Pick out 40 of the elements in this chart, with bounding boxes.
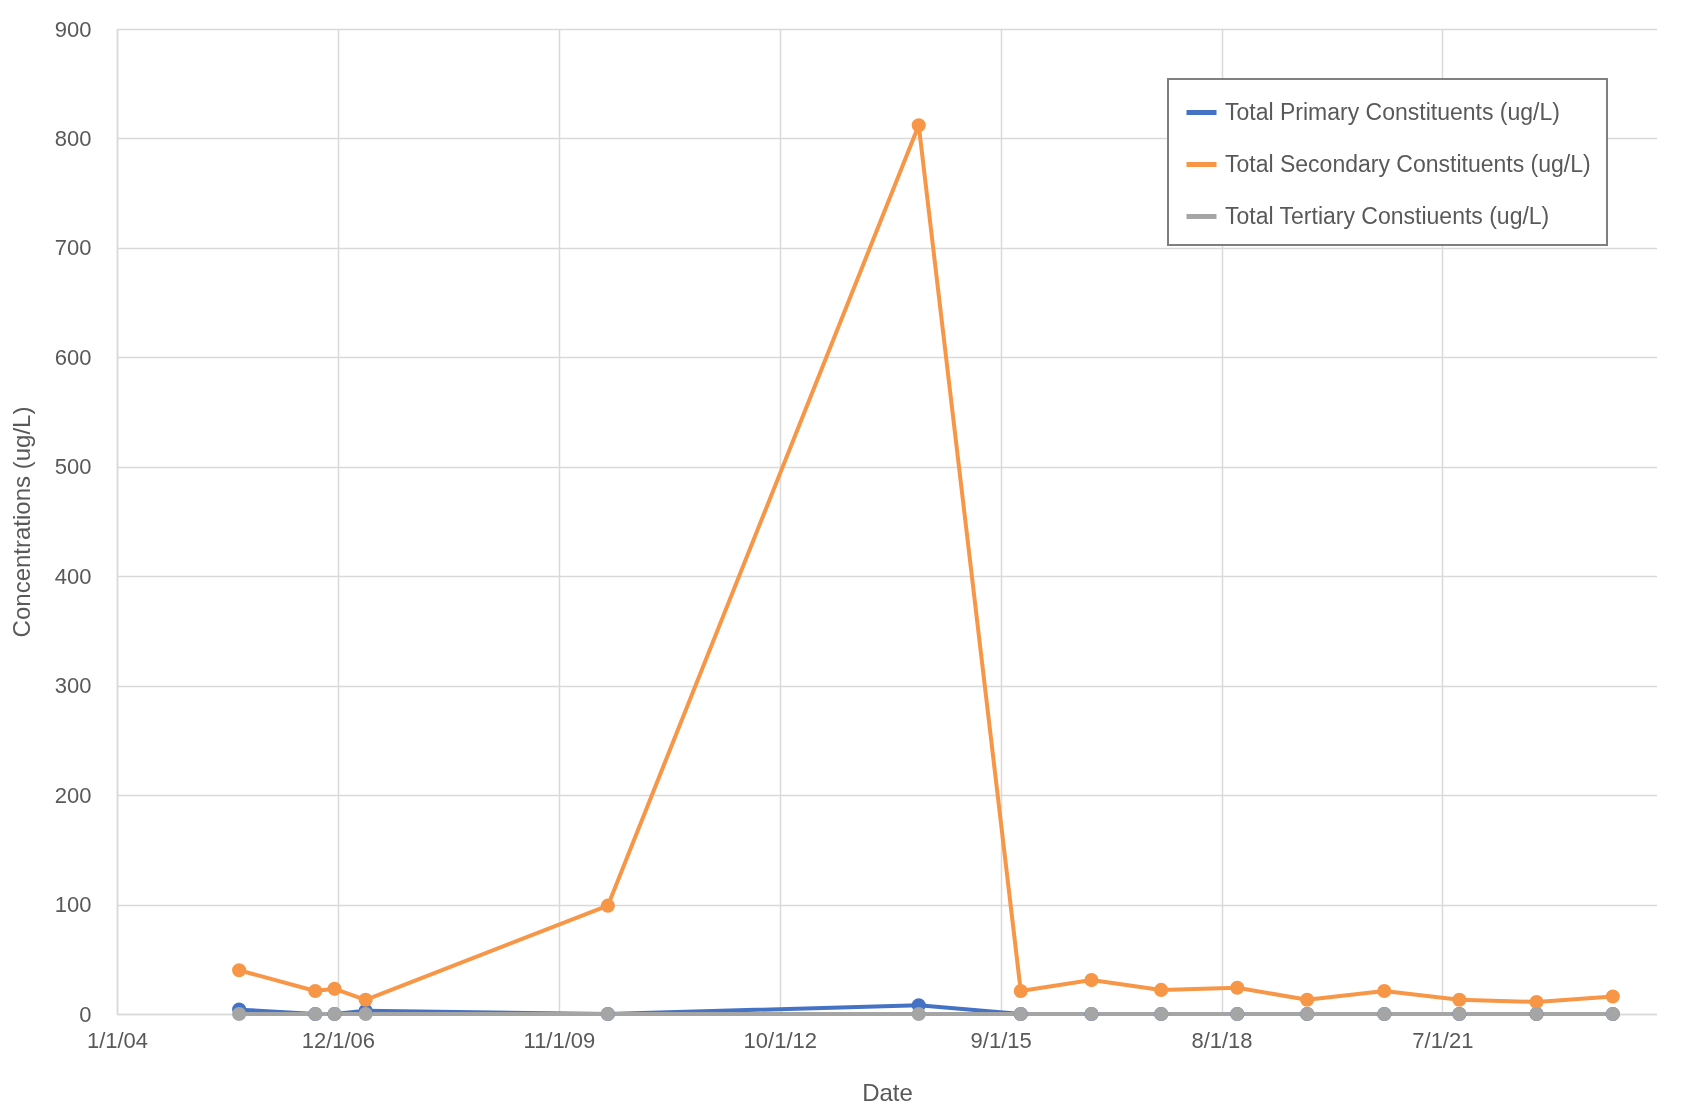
y-tick-label: 700: [54, 235, 92, 261]
point: [1605, 989, 1620, 1004]
legend-label: Total Secondary Constituents (ug/L): [1225, 150, 1591, 177]
y-axis-title: Concentrations (ug/L): [7, 406, 35, 638]
point: [232, 1006, 247, 1022]
point: [1084, 973, 1099, 988]
point: [358, 992, 373, 1007]
point: [308, 983, 323, 999]
x-tick-label: 7/1/21: [1412, 1027, 1474, 1053]
x-tick-label: 12/1/06: [301, 1027, 376, 1053]
point: [600, 898, 615, 913]
x-tick-label: 11/1/09: [523, 1027, 596, 1053]
point: [1013, 983, 1028, 999]
y-tick-label: 400: [54, 563, 92, 589]
x-tick-label: 1/1/04: [86, 1027, 149, 1053]
point: [327, 981, 342, 996]
point: [1452, 992, 1467, 1007]
point: [1529, 994, 1544, 1010]
y-tick-label: 300: [54, 673, 92, 699]
y-tick-label: 100: [54, 892, 92, 918]
legend-label: Total Primary Constituents (ug/L): [1225, 98, 1560, 125]
point: [358, 1006, 373, 1022]
x-tick-label: 8/1/18: [1191, 1027, 1253, 1053]
legend-label: Total Tertiary Constiuents (ug/L): [1225, 202, 1550, 229]
y-tick-label: 500: [54, 454, 92, 480]
x-tick-label: 10/1/12: [743, 1027, 817, 1053]
y-tick-label: 900: [54, 16, 92, 42]
x-tick-label: 9/1/15: [970, 1027, 1032, 1053]
point: [232, 963, 247, 978]
point: [1154, 982, 1169, 997]
y-tick-label: 800: [54, 125, 92, 151]
y-tick-label: 600: [54, 344, 92, 370]
point: [1230, 980, 1245, 995]
y-tick-label: 0: [79, 1001, 92, 1027]
point: [1300, 992, 1315, 1007]
point: [911, 1006, 926, 1022]
y-tick-label: 200: [54, 782, 92, 808]
point: [911, 118, 926, 133]
x-axis-title: Date: [862, 1078, 913, 1106]
point: [1377, 983, 1392, 999]
